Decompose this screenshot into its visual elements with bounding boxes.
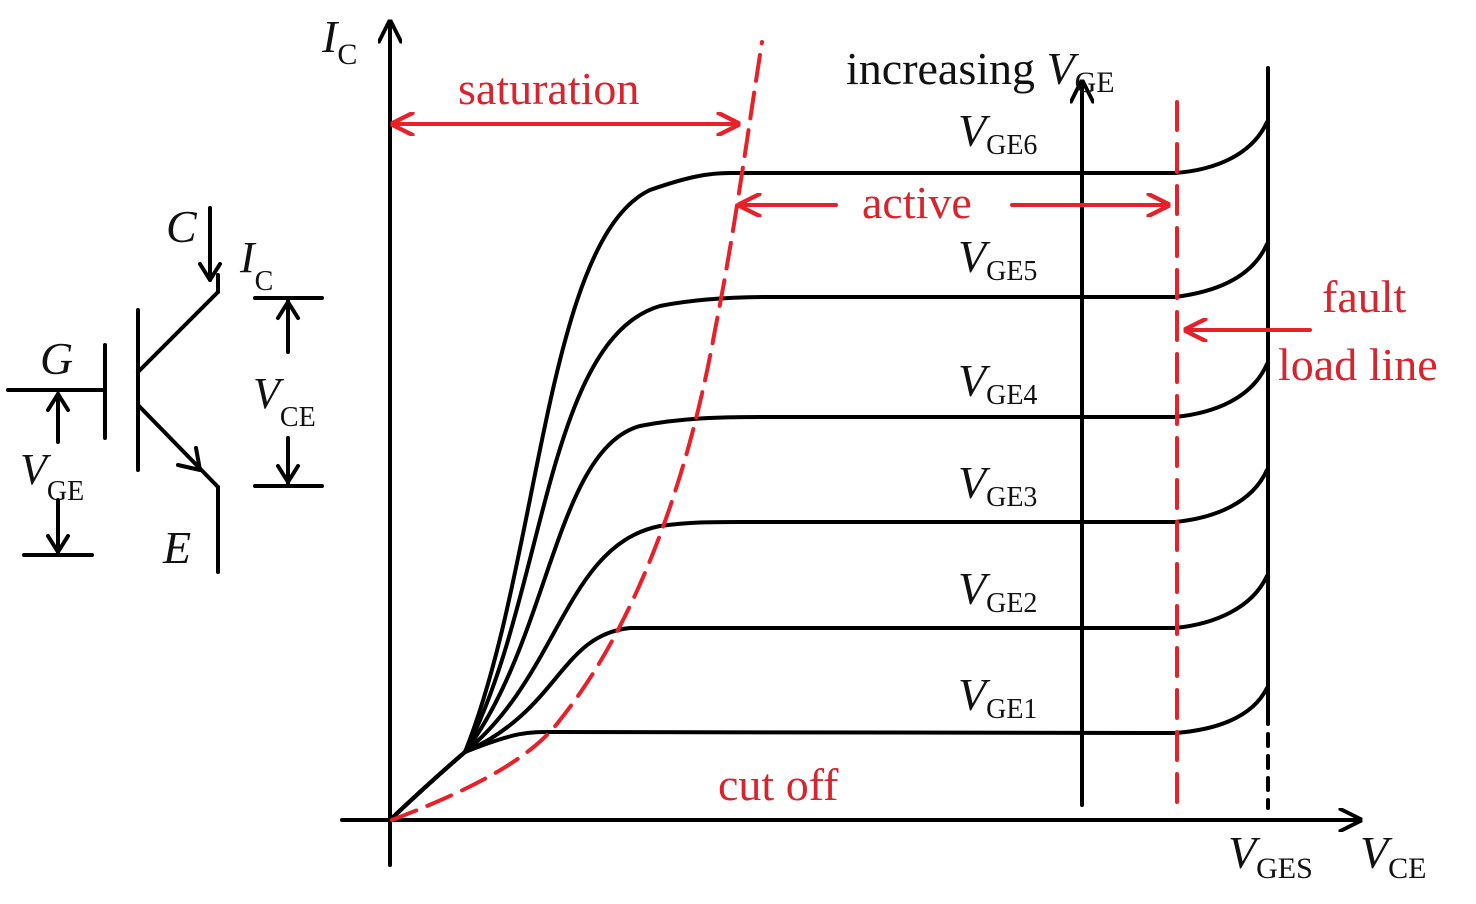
axes: IC VCE VGES bbox=[321, 11, 1426, 885]
emitter-label: E bbox=[162, 522, 191, 573]
label-vge5: VGE5 bbox=[958, 231, 1037, 287]
emitter-branch bbox=[136, 403, 220, 489]
cutoff-label: cut off bbox=[718, 759, 839, 810]
ic-label: IC bbox=[239, 233, 273, 297]
characteristic-curves bbox=[388, 120, 1269, 822]
igbt-symbol: C G E IC VCE VGE bbox=[6, 201, 324, 574]
y-axis-label: IC bbox=[321, 11, 357, 71]
curve-labels: VGE6 VGE5 VGE4 VGE3 VGE2 VGE1 bbox=[958, 105, 1037, 725]
vges-label: VGES bbox=[1228, 827, 1313, 885]
vce-label: VCE bbox=[253, 369, 316, 433]
collector-branch bbox=[136, 290, 220, 374]
active-label: active bbox=[862, 177, 972, 228]
label-vge4: VGE4 bbox=[958, 355, 1037, 411]
x-axis-label: VCE bbox=[1360, 827, 1426, 885]
increasing-vge-label: increasing VGE bbox=[846, 43, 1115, 99]
gate-label: G bbox=[40, 333, 73, 384]
load-line-label: load line bbox=[1278, 339, 1438, 390]
curve-vge1 bbox=[388, 686, 1269, 822]
saturation-label: saturation bbox=[458, 63, 639, 114]
label-vge3: VGE3 bbox=[958, 457, 1037, 513]
label-vge6: VGE6 bbox=[958, 105, 1037, 161]
region-markers: saturation active cut off fault load lin… bbox=[390, 40, 1438, 822]
label-vge1: VGE1 bbox=[958, 669, 1037, 725]
saturation-boundary bbox=[390, 40, 764, 822]
emitter-arrow bbox=[176, 446, 202, 472]
collector-label: C bbox=[166, 201, 198, 252]
vge-label: VGE bbox=[20, 445, 84, 507]
fault-label: fault bbox=[1322, 271, 1407, 322]
label-vge2: VGE2 bbox=[958, 563, 1037, 619]
